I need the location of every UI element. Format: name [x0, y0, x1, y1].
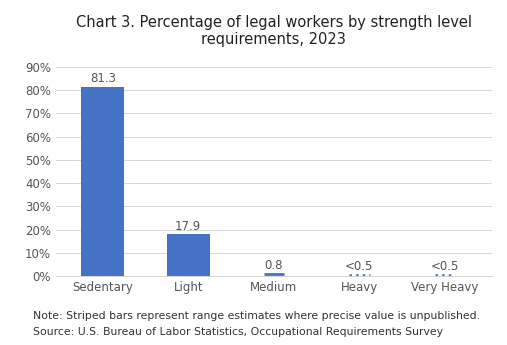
Bar	[167, 234, 210, 276]
Bar	[82, 87, 124, 276]
Title: Chart 3. Percentage of legal workers by strength level
requirements, 2023: Chart 3. Percentage of legal workers by …	[76, 15, 472, 47]
Text: 81.3: 81.3	[90, 72, 116, 85]
Text: 0.8: 0.8	[265, 259, 283, 272]
Text: Source: U.S. Bureau of Labor Statistics, Occupational Requirements Survey: Source: U.S. Bureau of Labor Statistics,…	[33, 327, 443, 337]
Text: Note: Striped bars represent range estimates where precise value is unpublished.: Note: Striped bars represent range estim…	[33, 311, 480, 321]
Text: <0.5: <0.5	[345, 260, 374, 273]
Text: <0.5: <0.5	[430, 260, 459, 273]
Text: 17.9: 17.9	[175, 219, 201, 233]
